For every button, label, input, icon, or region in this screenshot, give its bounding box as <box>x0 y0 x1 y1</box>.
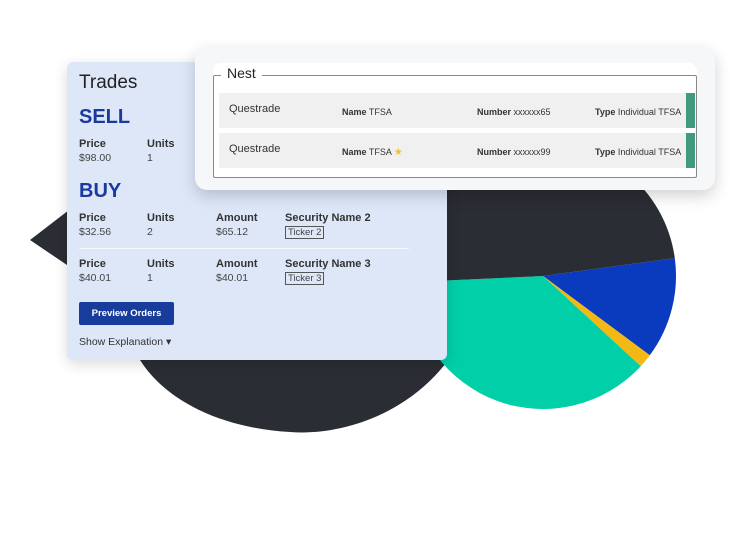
pie-slice <box>543 276 650 367</box>
trades-title: Trades <box>79 72 138 93</box>
account-number: Number xxxxxx65 <box>477 107 551 117</box>
security-name: Security Name 3 <box>285 258 371 270</box>
type-value: Individual TFSA <box>617 147 682 157</box>
ticker-badge: Ticker 2 <box>285 226 325 239</box>
institution: Questrade <box>229 103 281 115</box>
account-row[interactable]: Questrade Name TFSA Number xxxxxx65 Type… <box>219 93 695 128</box>
sell-price: Price $98.00 <box>79 138 111 164</box>
nest-card: Questrade Name TFSA Number xxxxxx65 Type… <box>195 47 715 190</box>
buy-price: Price $32.56 <box>79 212 111 238</box>
account-name: Name TFSA <box>342 107 392 117</box>
nest-legend: Nest <box>221 65 262 81</box>
nest-inner: Questrade Name TFSA Number xxxxxx65 Type… <box>213 63 697 178</box>
price-label: Price <box>79 258 106 270</box>
institution: Questrade <box>229 143 281 155</box>
account-row[interactable]: Questrade Name TFSA ★ Number xxxxxx99 Ty… <box>219 133 695 168</box>
account-type: Type Individual TFSA <box>595 147 681 157</box>
type-label: Type <box>595 107 616 117</box>
buy-units: Units 2 <box>147 212 175 238</box>
number-value: xxxxxx99 <box>513 147 551 157</box>
type-label: Type <box>595 147 616 157</box>
price-label: Price <box>79 212 106 224</box>
units-label: Units <box>147 258 175 270</box>
sell-units: Units 1 <box>147 138 175 164</box>
units-value: 2 <box>147 226 153 238</box>
status-bar <box>686 133 695 168</box>
name-label: Name <box>342 147 367 157</box>
amount-label: Amount <box>216 212 258 224</box>
type-value: Individual TFSA <box>617 107 682 117</box>
security-name: Security Name 2 <box>285 212 371 224</box>
units-label: Units <box>147 138 175 150</box>
units-value: 1 <box>147 272 153 284</box>
buy-units: Units 1 <box>147 258 175 284</box>
star-icon: ★ <box>393 147 403 158</box>
units-label: Units <box>147 212 175 224</box>
buy-security: Security Name 2 Ticker 2 <box>285 212 371 239</box>
amount-value: $65.12 <box>216 226 249 238</box>
number-label: Number <box>477 107 512 117</box>
sell-heading: SELL <box>79 106 131 128</box>
amount-label: Amount <box>216 258 258 270</box>
pie-slice <box>543 258 676 356</box>
account-type: Type Individual TFSA <box>595 107 681 117</box>
buy-amount: Amount $40.01 <box>216 258 258 284</box>
number-value: xxxxxx65 <box>513 107 551 117</box>
account-number: Number xxxxxx99 <box>477 147 551 157</box>
price-label: Price <box>79 138 106 150</box>
caret-down-icon: ▾ <box>165 336 172 348</box>
price-value: $32.56 <box>79 226 112 238</box>
amount-value: $40.01 <box>216 272 249 284</box>
name-label: Name <box>342 107 367 117</box>
price-value: $40.01 <box>79 272 112 284</box>
buy-heading: BUY <box>79 180 122 202</box>
status-bar <box>686 93 695 128</box>
nest-fieldset: Questrade Name TFSA Number xxxxxx65 Type… <box>213 75 697 178</box>
buy-amount: Amount $65.12 <box>216 212 258 238</box>
ticker-badge: Ticker 3 <box>285 272 325 285</box>
price-value: $98.00 <box>79 152 112 164</box>
units-value: 1 <box>147 152 153 164</box>
name-value: TFSA <box>368 107 392 117</box>
account-name: Name TFSA ★ <box>342 147 403 158</box>
number-label: Number <box>477 147 512 157</box>
show-explanation-toggle[interactable]: Show Explanation ▾ <box>79 336 171 348</box>
buy-security: Security Name 3 Ticker 3 <box>285 258 371 285</box>
buy-price: Price $40.01 <box>79 258 111 284</box>
preview-orders-button[interactable]: Preview Orders <box>79 302 174 325</box>
name-value: TFSA <box>368 147 392 157</box>
divider <box>79 248 409 249</box>
show-explanation-label: Show Explanation <box>79 336 164 348</box>
pie-slice <box>410 276 641 410</box>
